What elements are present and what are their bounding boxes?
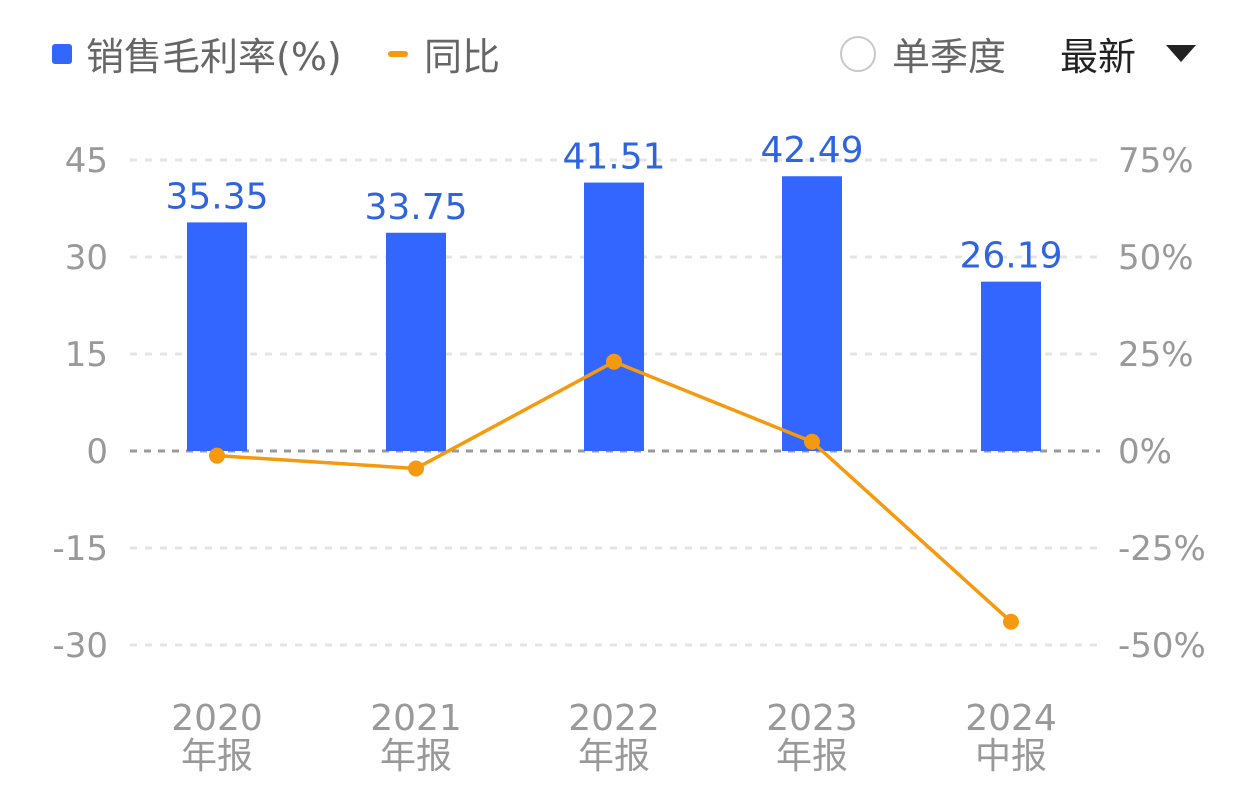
left-tick-label: 15 xyxy=(65,335,108,375)
right-tick-label: 0% xyxy=(1118,432,1172,472)
yoy-point xyxy=(606,353,622,370)
right-tick-label: 50% xyxy=(1118,238,1194,278)
caret-down-icon[interactable] xyxy=(1166,45,1197,62)
chart-header: 销售毛利率(%) 同比 单季度 最新 xyxy=(0,0,1260,100)
bar xyxy=(981,281,1041,451)
bar-value-label: 41.51 xyxy=(562,137,665,178)
bar-value-label: 35.35 xyxy=(165,176,268,217)
bar xyxy=(386,232,446,451)
line-swatch-icon xyxy=(388,50,408,57)
left-tick-label: 45 xyxy=(65,141,108,181)
bar-value-label: 42.49 xyxy=(760,130,863,171)
right-tick-label: -50% xyxy=(1118,626,1206,666)
bar-value-label: 26.19 xyxy=(959,236,1062,277)
yoy-point xyxy=(408,460,424,477)
bar xyxy=(782,176,842,452)
quarter-toggle-label: 单季度 xyxy=(892,35,1007,79)
category-year-label: 2022 xyxy=(568,698,660,739)
legend-bar-label: 销售毛利率(%) xyxy=(86,35,342,79)
right-tick-label: 25% xyxy=(1118,335,1194,375)
category-period-label: 年报 xyxy=(380,736,452,777)
left-tick-label: -15 xyxy=(52,529,108,569)
right-tick-label: 75% xyxy=(1118,141,1194,181)
category-year-label: 2020 xyxy=(171,698,263,739)
yoy-point xyxy=(209,447,225,464)
left-tick-label: -30 xyxy=(52,626,108,666)
bar xyxy=(584,182,644,451)
category-year-label: 2021 xyxy=(370,698,462,739)
legend-bar-item[interactable]: 销售毛利率(%) xyxy=(52,26,342,81)
yoy-point xyxy=(1003,613,1019,630)
bar-value-label: 33.75 xyxy=(364,187,467,228)
category-year-label: 2024 xyxy=(965,698,1057,739)
left-tick-label: 30 xyxy=(65,238,108,278)
category-period-label: 年报 xyxy=(578,736,650,777)
category-period-label: 年报 xyxy=(776,736,848,777)
legend-line-item[interactable]: 同比 xyxy=(388,26,500,81)
radio-circle-icon[interactable] xyxy=(840,35,876,72)
right-tick-label: -25% xyxy=(1118,529,1206,569)
bar-swatch-icon xyxy=(52,43,72,64)
period-select-label: 最新 xyxy=(1060,35,1137,79)
category-period-label: 中报 xyxy=(975,736,1047,777)
legend-line-label: 同比 xyxy=(424,35,501,79)
category-year-label: 2023 xyxy=(766,698,858,739)
category-period-label: 年报 xyxy=(181,736,253,777)
period-select[interactable]: 最新 xyxy=(1060,26,1197,81)
quarter-toggle[interactable]: 单季度 xyxy=(840,26,1006,81)
bar xyxy=(187,222,247,451)
left-tick-label: 0 xyxy=(86,432,108,472)
yoy-point xyxy=(804,433,820,450)
